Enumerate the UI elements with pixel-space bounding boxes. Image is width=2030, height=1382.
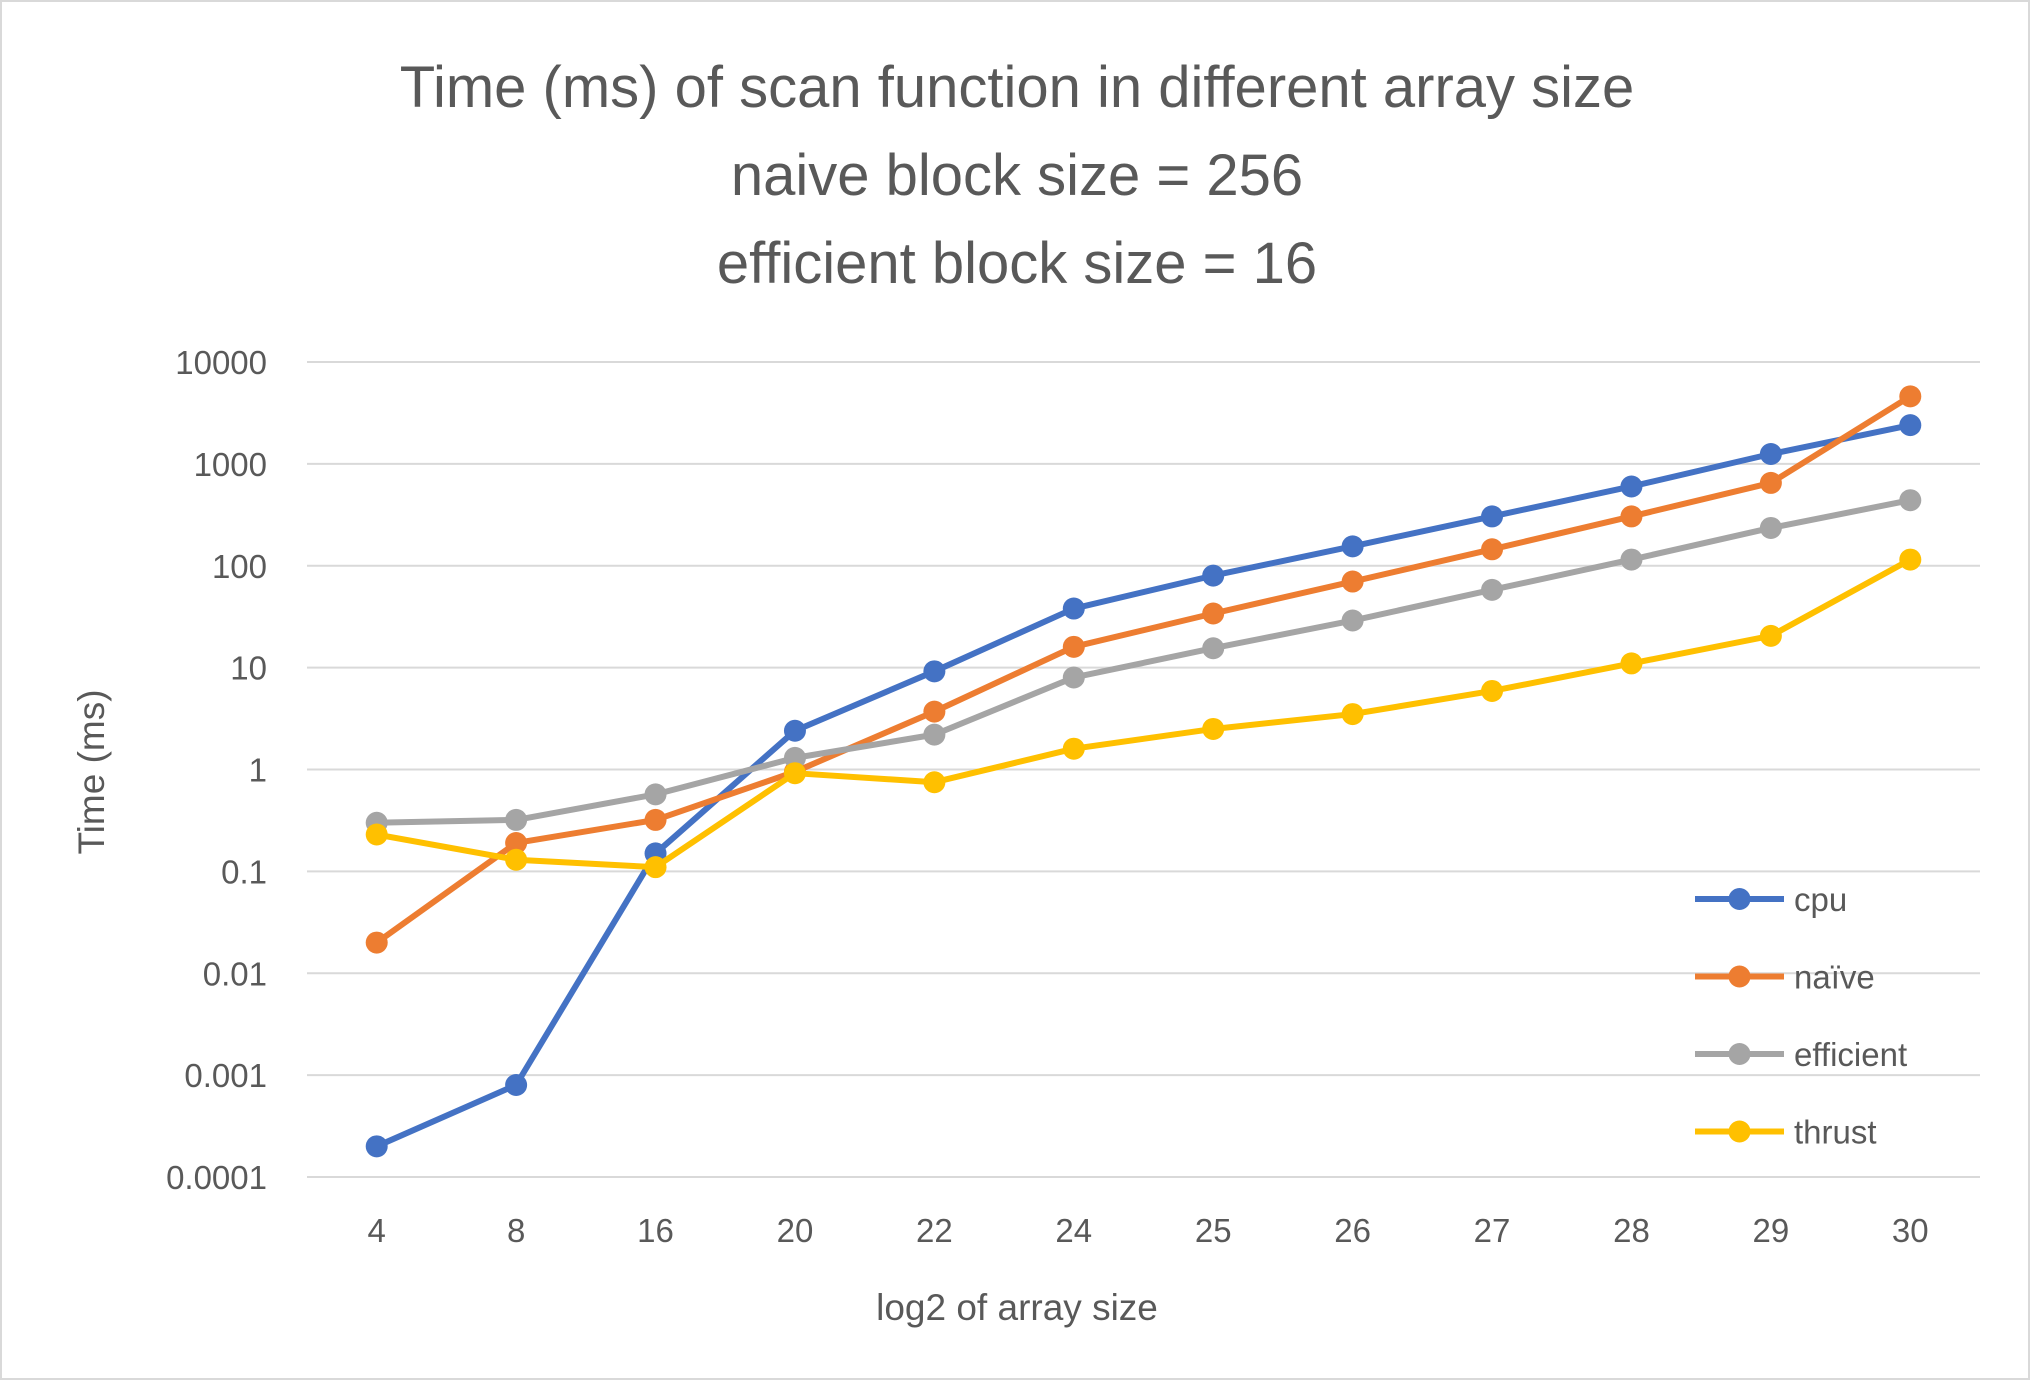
legend: cpu naïve efficient thrust xyxy=(1695,881,1907,1151)
chart-title-line-3: efficient block size = 16 xyxy=(717,231,1317,296)
x-axis-title: log2 of array size xyxy=(876,1287,1158,1328)
chart-title: Time (ms) of scan function in different … xyxy=(400,55,1635,296)
x-tick-label: 22 xyxy=(916,1212,953,1249)
data-point-thrust xyxy=(505,848,528,871)
x-tick-label: 30 xyxy=(1892,1212,1929,1249)
chart-title-line-2: naive block size = 256 xyxy=(731,143,1303,208)
legend-swatch-marker xyxy=(1728,1120,1751,1143)
y-tick-label: 0.001 xyxy=(184,1057,267,1094)
series-thrust xyxy=(365,548,1922,879)
legend-label: cpu xyxy=(1794,881,1847,918)
data-point-naive xyxy=(1899,385,1922,408)
data-point-naive xyxy=(1759,471,1782,494)
x-axis-ticks: 4 8 16 20 22 24 25 26 27 28 29 30 xyxy=(368,1212,1929,1249)
series-efficient xyxy=(365,489,1922,834)
x-tick-label: 8 xyxy=(507,1212,525,1249)
data-point-cpu xyxy=(1062,597,1085,620)
data-point-thrust xyxy=(1620,652,1643,675)
y-tick-label: 10000 xyxy=(175,344,267,381)
data-point-naive xyxy=(365,931,388,954)
data-point-cpu xyxy=(1620,475,1643,498)
data-point-thrust xyxy=(365,823,388,846)
data-point-efficient xyxy=(1062,666,1085,689)
legend-item-naive: naïve xyxy=(1695,959,1875,996)
y-axis-ticks: 0.0001 0.001 0.01 0.1 1 10 100 1000 10000 xyxy=(166,344,267,1196)
y-tick-label: 0.01 xyxy=(203,955,267,992)
data-point-efficient xyxy=(505,808,528,831)
data-point-cpu xyxy=(1202,564,1225,587)
data-point-thrust xyxy=(923,771,946,794)
data-point-naive xyxy=(1481,538,1504,561)
data-point-thrust xyxy=(1759,624,1782,647)
x-tick-label: 25 xyxy=(1195,1212,1232,1249)
data-point-naive xyxy=(1202,602,1225,625)
data-point-cpu xyxy=(1899,414,1922,437)
data-point-cpu xyxy=(923,660,946,683)
x-tick-label: 20 xyxy=(777,1212,814,1249)
legend-swatch-marker xyxy=(1728,965,1751,988)
y-tick-label: 0.0001 xyxy=(166,1159,267,1196)
data-point-efficient xyxy=(644,783,667,806)
series-line-thrust xyxy=(373,556,1914,871)
series-cpu xyxy=(365,414,1922,1158)
series-lines xyxy=(365,385,1922,1158)
data-point-efficient xyxy=(1341,609,1364,632)
legend-item-cpu: cpu xyxy=(1695,881,1847,918)
data-point-thrust xyxy=(1481,679,1504,702)
y-tick-label: 1 xyxy=(249,752,267,789)
data-point-cpu xyxy=(365,1135,388,1158)
data-point-naive xyxy=(644,808,667,831)
chart-title-line-1: Time (ms) of scan function in different … xyxy=(400,55,1635,120)
data-point-thrust xyxy=(1899,548,1922,571)
data-point-efficient xyxy=(1481,578,1504,601)
y-tick-label: 1000 xyxy=(194,446,267,483)
data-point-efficient xyxy=(1202,637,1225,660)
y-axis-title: Time (ms) xyxy=(71,689,112,854)
data-point-efficient xyxy=(1899,489,1922,512)
data-point-cpu xyxy=(505,1073,528,1096)
series-line-naive xyxy=(373,393,1914,946)
legend-item-thrust: thrust xyxy=(1695,1114,1877,1151)
data-point-efficient xyxy=(923,723,946,746)
data-point-naive xyxy=(923,700,946,723)
y-tick-label: 10 xyxy=(230,650,267,687)
x-tick-label: 28 xyxy=(1613,1212,1650,1249)
y-tick-label: 100 xyxy=(212,548,267,585)
x-tick-label: 16 xyxy=(637,1212,674,1249)
data-point-cpu xyxy=(783,719,806,742)
legend-swatch-marker xyxy=(1728,888,1751,910)
legend-label: efficient xyxy=(1794,1036,1907,1073)
data-point-cpu xyxy=(1341,535,1364,558)
x-tick-label: 24 xyxy=(1055,1212,1092,1249)
data-point-cpu xyxy=(1481,505,1504,528)
data-point-cpu xyxy=(1759,443,1782,466)
data-point-thrust xyxy=(1341,703,1364,726)
data-point-thrust xyxy=(1202,717,1225,740)
legend-item-efficient: efficient xyxy=(1695,1036,1907,1073)
data-point-efficient xyxy=(783,746,806,769)
data-point-naive xyxy=(1620,505,1643,528)
data-point-efficient xyxy=(1620,548,1643,571)
series-line-efficient xyxy=(373,497,1914,826)
legend-swatch-marker xyxy=(1728,1043,1751,1065)
data-point-naive xyxy=(1062,635,1085,658)
legend-label: naïve xyxy=(1794,959,1875,996)
data-point-thrust xyxy=(783,762,806,785)
x-tick-label: 26 xyxy=(1334,1212,1371,1249)
y-tick-label: 0.1 xyxy=(221,853,267,890)
x-tick-label: 27 xyxy=(1474,1212,1511,1249)
legend-label: thrust xyxy=(1794,1114,1877,1151)
x-tick-label: 4 xyxy=(368,1212,386,1249)
data-point-naive xyxy=(505,831,528,854)
data-point-thrust xyxy=(1062,737,1085,760)
x-tick-label: 29 xyxy=(1753,1212,1790,1249)
data-point-efficient xyxy=(1759,516,1782,539)
data-point-thrust xyxy=(644,856,667,879)
series-line-cpu xyxy=(373,422,1914,1150)
data-point-naive xyxy=(1341,570,1364,593)
